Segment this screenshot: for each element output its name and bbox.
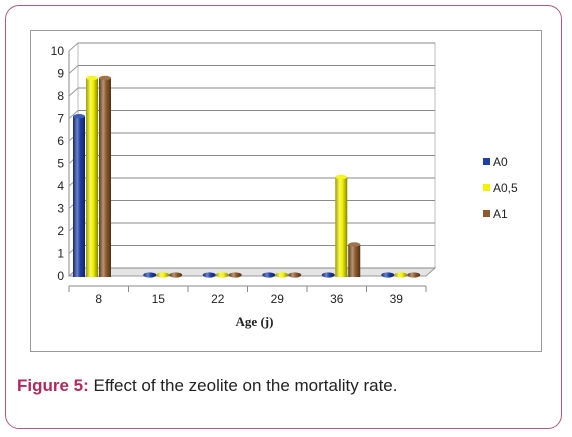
bar-cap	[86, 75, 98, 81]
x-tick-label: 29	[271, 292, 285, 306]
gridline-diag	[68, 87, 79, 97]
figure-caption-text: Effect of the zeolite on the mortality r…	[93, 376, 398, 395]
bar-cap	[335, 174, 348, 180]
x-tick-label: 15	[152, 292, 166, 306]
y-tick-label: 0	[57, 269, 64, 283]
y-tick-label: 5	[57, 157, 64, 171]
y-tick-label: 8	[57, 89, 64, 103]
bar	[407, 272, 421, 278]
figure-caption: Figure 5: Effect of the zeolite on the m…	[17, 376, 398, 396]
x-tick-label: 39	[390, 292, 404, 306]
y-tick-label: 6	[57, 134, 64, 148]
gridline-diag	[68, 110, 79, 119]
bar	[394, 272, 408, 278]
bar	[86, 78, 98, 277]
y-tick-label: 9	[57, 67, 64, 81]
bar	[169, 272, 183, 278]
y-tick-label: 3	[57, 202, 64, 216]
bar	[348, 244, 361, 277]
bar	[202, 272, 216, 278]
bar	[321, 272, 335, 278]
bar	[262, 272, 276, 278]
chart-container: 0 1 2 3 4 5 6 7 8 9 10 8 15 22 29 36 39 Age (j) A0 A0,5 A1	[30, 30, 542, 352]
y-tick-label: 4	[57, 179, 64, 193]
bar	[99, 78, 111, 277]
figure-label: Figure 5:	[17, 376, 89, 395]
bar	[156, 272, 170, 278]
bar	[275, 272, 289, 278]
bar-cap	[348, 242, 361, 247]
chart-floor	[67, 267, 437, 277]
legend-swatch	[483, 210, 490, 217]
bar	[228, 272, 242, 278]
gridline-diag	[68, 42, 79, 52]
y-tick-label: 7	[57, 112, 64, 126]
legend-label: A0,5	[493, 181, 518, 195]
y-tick-label: 2	[57, 224, 64, 238]
bar	[73, 116, 85, 277]
x-tick-label: 22	[211, 292, 225, 306]
legend-swatch	[483, 158, 490, 165]
bar	[215, 272, 229, 278]
gridline-diag	[68, 65, 79, 74]
legend-swatch	[483, 184, 490, 191]
y-tick-label: 10	[51, 44, 65, 58]
bar-chart: 0 1 2 3 4 5 6 7 8 9 10 8 15 22 29 36 39 Age (j) A0 A0,5 A1	[51, 42, 518, 329]
x-axis-title: Age (j)	[236, 314, 274, 329]
bar	[381, 272, 395, 278]
bar-cap	[73, 114, 85, 119]
y-tick-label: 1	[57, 247, 64, 261]
x-tick-label: 36	[330, 292, 344, 306]
bar	[288, 272, 302, 278]
x-tick-label: 8	[95, 292, 102, 306]
bar-cap	[99, 75, 111, 81]
legend-label: A0	[493, 155, 508, 169]
legend-label: A1	[493, 207, 508, 221]
bar	[335, 177, 348, 277]
bar	[143, 272, 157, 278]
